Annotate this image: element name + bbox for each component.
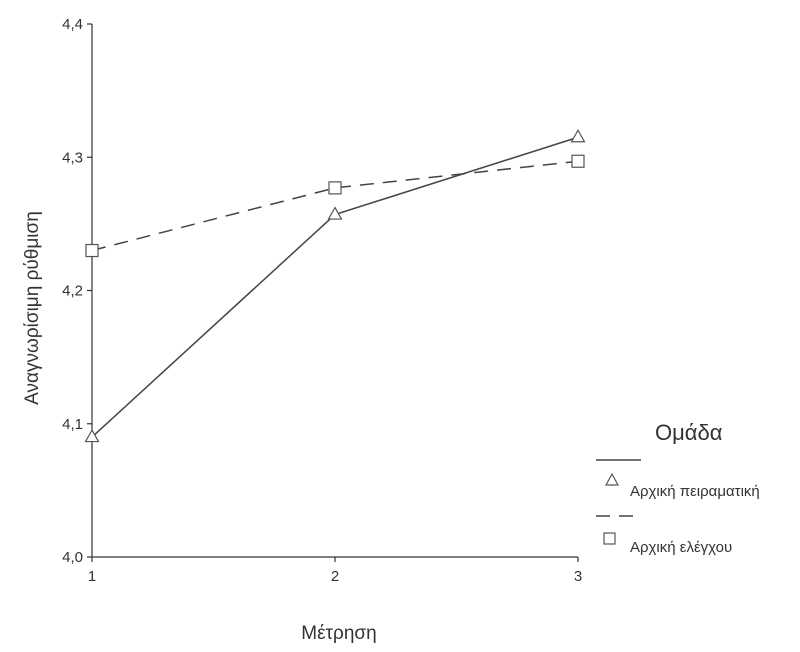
y-tick-label: 4,1 xyxy=(62,416,83,433)
x-axis-title: Μέτρηση xyxy=(301,623,376,644)
data-point-triangle xyxy=(84,428,100,443)
axes xyxy=(91,24,578,558)
x-tick-label: 1 xyxy=(88,568,96,585)
y-tick-label: 4,0 xyxy=(62,549,83,566)
x-tick-label: 3 xyxy=(574,568,582,585)
series-layer xyxy=(84,129,586,443)
legend-label-0: Αρχική πειραματική xyxy=(630,483,760,500)
data-point-triangle xyxy=(327,206,343,220)
data-point-square xyxy=(328,181,342,195)
x-tick-label: 2 xyxy=(331,568,339,585)
data-point-square xyxy=(85,243,99,258)
legend-square-icon xyxy=(603,532,616,545)
y-axis-title: Αναγνωρίσιμη ρύθμιση xyxy=(22,211,43,405)
legend: Ομάδα Αρχική πειραματική Αρχική ελέγχου xyxy=(596,420,760,556)
y-tick-label: 4,3 xyxy=(62,149,83,166)
legend-title: Ομάδα xyxy=(655,420,723,445)
y-tick-label: 4,2 xyxy=(62,283,83,300)
legend-label-1: Αρχική ελέγχου xyxy=(630,539,732,556)
y-ticks: 4,0 4,1 4,2 4,3 4,4 xyxy=(62,16,92,566)
legend-triangle-icon xyxy=(604,472,620,486)
data-point-square xyxy=(571,154,585,168)
series-line-1 xyxy=(91,160,579,252)
x-ticks: 1 2 3 xyxy=(88,557,582,585)
data-point-triangle xyxy=(570,129,586,143)
y-tick-label: 4,4 xyxy=(62,16,83,33)
